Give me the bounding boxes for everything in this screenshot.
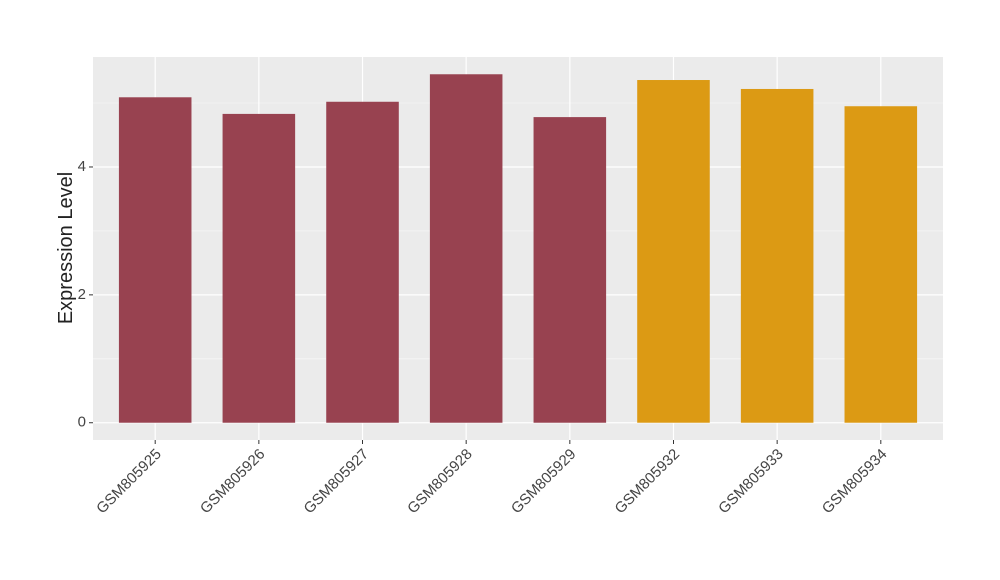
bar [118,97,192,423]
x-tick-label: GSM805929 [508,446,580,518]
x-tick-label: GSM805933 [715,446,787,518]
x-tick-label: GSM805928 [404,446,476,518]
bar [222,113,296,423]
y-tick-label: 4 [78,158,86,175]
bar [740,88,814,423]
y-tick-label: 2 [78,286,86,303]
x-tick-label: GSM805927 [301,446,373,518]
y-axis-title: Expression Level [55,172,77,324]
x-tick-label: GSM805926 [197,446,269,518]
x-tick-label: GSM805932 [612,446,684,518]
bar [429,74,503,423]
bar [326,101,399,423]
y-tick-label: 0 [78,414,86,431]
x-tick-label: GSM805925 [93,446,165,518]
bar [637,80,710,423]
x-tick-label: GSM805934 [819,446,891,518]
bar [533,117,607,423]
panel [93,57,943,440]
bar [844,106,918,423]
